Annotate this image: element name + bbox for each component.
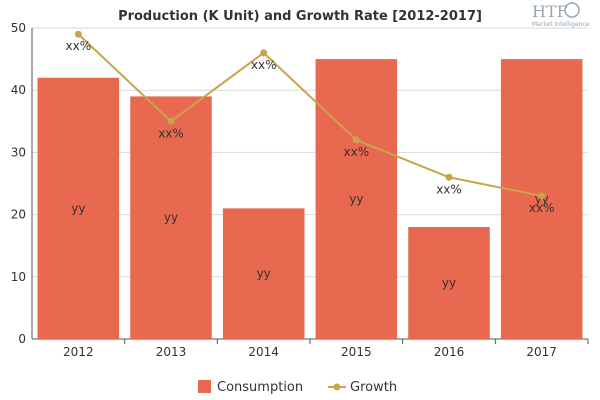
growth-point — [445, 173, 453, 181]
bar — [315, 59, 398, 339]
chart-title: Production (K Unit) and Growth Rate [201… — [118, 9, 482, 24]
growth-data-label: xx% — [251, 58, 277, 72]
bar — [408, 227, 490, 339]
growth-data-label: xx% — [436, 182, 462, 196]
growth-data-label: xx% — [344, 145, 370, 159]
y-tick-label: 30 — [11, 145, 26, 159]
bar-data-label: yy — [164, 211, 178, 225]
bar-series — [37, 59, 583, 339]
x-tick-label: 2013 — [156, 345, 187, 359]
globe-icon — [564, 2, 580, 18]
logo-text: HTF — [532, 2, 568, 21]
bar-data-label: yy — [257, 267, 271, 281]
bar — [130, 96, 212, 339]
x-tick-label: 2015 — [341, 345, 372, 359]
x-tick-label: 2017 — [526, 345, 557, 359]
bar-data-label: yy — [442, 276, 456, 290]
legend-consumption-swatch — [198, 380, 211, 393]
y-tick-label: 20 — [11, 208, 26, 222]
bar — [37, 77, 120, 339]
growth-data-label: xx% — [158, 126, 184, 140]
growth-point — [167, 117, 175, 125]
y-tick-label: 10 — [11, 270, 26, 284]
y-tick-label: 50 — [11, 21, 26, 35]
line-series: xx% xx% xx% xx% xx% xx% — [66, 30, 555, 215]
y-tick-label: 40 — [11, 83, 26, 97]
x-tick-label: 2016 — [434, 345, 465, 359]
bar-data-label: yy — [349, 192, 363, 206]
logo-subtext: Market Intelligence — [532, 21, 590, 28]
legend-consumption-label[interactable]: Consumption — [217, 380, 303, 395]
y-axis-ticks: 0 10 20 30 40 50 — [11, 21, 26, 346]
x-tick-label: 2014 — [248, 345, 279, 359]
bar — [222, 208, 305, 339]
legend-growth-label[interactable]: Growth — [350, 380, 397, 395]
growth-point — [538, 192, 546, 200]
bar-data-label: yy — [71, 201, 85, 215]
growth-data-label: xx% — [66, 39, 92, 53]
legend-growth-marker — [333, 383, 341, 391]
legend: Consumption Growth — [198, 380, 397, 395]
logo: HTF Market Intelligence — [532, 2, 590, 28]
growth-data-label: xx% — [529, 201, 555, 215]
growth-line — [77, 33, 542, 197]
x-tick-label: 2012 — [63, 345, 94, 359]
y-tick-label: 0 — [18, 332, 26, 346]
growth-point — [352, 136, 360, 144]
growth-point — [74, 30, 82, 38]
growth-point — [260, 49, 268, 57]
x-axis-ticks: 2012 2013 2014 2015 2016 2017 — [63, 339, 589, 359]
